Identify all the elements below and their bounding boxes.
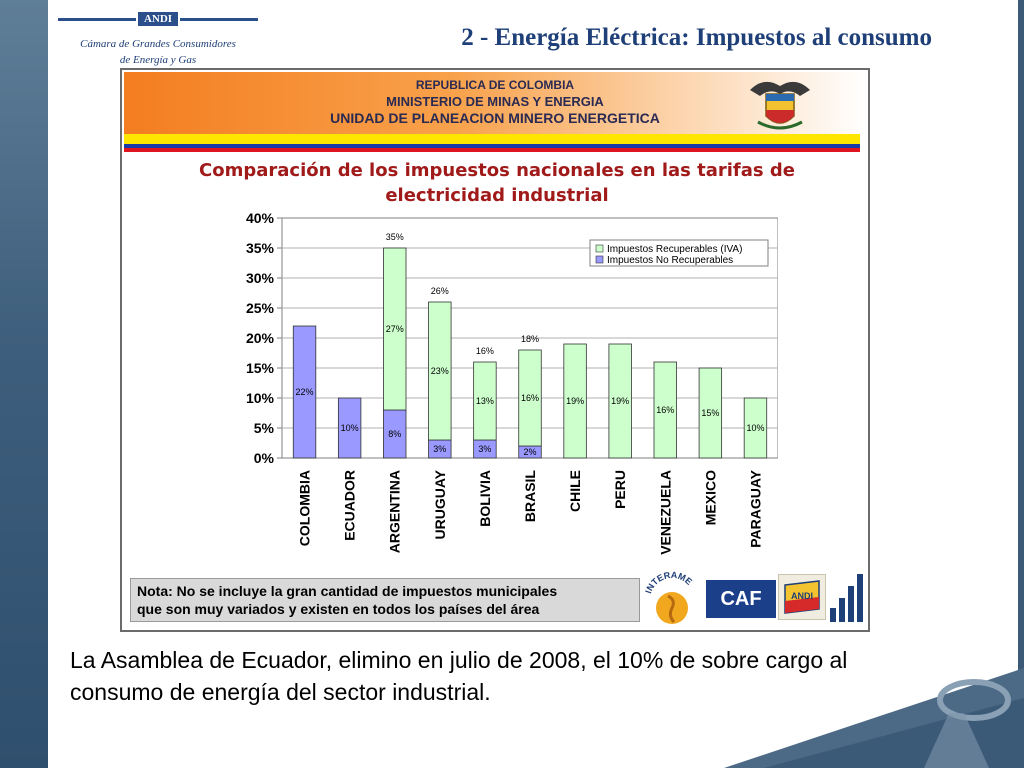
x-category-label: COLOMBIA	[297, 470, 313, 546]
ministry-header: REPUBLICA DE COLOMBIA MINISTERIO DE MINA…	[124, 72, 866, 134]
logo-brand: ANDI	[138, 12, 178, 26]
bar-data-label: 10%	[341, 423, 359, 433]
y-tick-label: 15%	[246, 360, 275, 376]
left-decorative-band	[0, 0, 48, 768]
note-line-2: que son muy variados y existen en todos …	[137, 601, 540, 617]
andi-small-logo: ANDI	[778, 574, 826, 620]
bar-data-label: 27%	[386, 324, 404, 334]
note-box: Nota: No se incluye la gran cantidad de …	[130, 578, 640, 622]
bar-data-label: 22%	[296, 387, 314, 397]
logo-tagline-2: de Energía y Gas	[119, 54, 197, 66]
bar-data-label: 23%	[431, 366, 449, 376]
chart-title: Comparación de los impuestos nacionales …	[199, 160, 795, 206]
bar-segment	[653, 361, 677, 459]
content-frame: REPUBLICA DE COLOMBIA MINISTERIO DE MINA…	[120, 68, 870, 632]
body-line-1: La Asamblea de Ecuador, elimino en julio…	[70, 647, 848, 673]
stacked-bar-chart: 0% 5% 10% 15% 20% 25% 30% 35% 40% 22% COLOMBIA 10% E…	[246, 210, 778, 555]
caf-logo: CAF	[706, 580, 776, 618]
x-category-label: BRASIL	[522, 470, 538, 523]
bar-segment	[337, 397, 362, 459]
x-category-label: ARGENTINA	[387, 470, 403, 553]
interame-logo-text: INTERAME	[643, 570, 694, 595]
svg-text:INTERAME: INTERAME	[643, 570, 694, 595]
logo-tagline-1: Cámara de Grandes Consumidores	[80, 38, 236, 50]
bar-data-label: 3%	[478, 444, 491, 454]
x-category-label: PERU	[612, 470, 628, 509]
flag-stripe-blue	[124, 144, 860, 148]
bar-segment	[743, 397, 768, 459]
bar-segment	[383, 247, 407, 411]
body-line-2: consumo de energía del sector industrial…	[70, 679, 491, 705]
legend-swatch	[595, 255, 604, 264]
y-tick-label: 5%	[254, 420, 275, 436]
bar-data-label: 13%	[476, 396, 494, 406]
legend-box	[589, 239, 769, 267]
coat-of-arms-icon	[750, 81, 810, 130]
bar-data-label: 8%	[388, 429, 401, 439]
bar-data-label: 19%	[566, 396, 584, 406]
logo-rule-right	[180, 18, 258, 21]
andi-logo: ANDI Cámara de Grandes Consumidores de E…	[58, 2, 258, 66]
bar-segment	[698, 367, 723, 459]
y-tick-label: 35%	[246, 240, 275, 256]
bar-data-label: 15%	[701, 408, 719, 418]
flag-stripe-red	[124, 148, 860, 152]
body-paragraph: La Asamblea de Ecuador, elimino en julio…	[70, 644, 970, 708]
y-tick-label: 30%	[246, 270, 275, 286]
y-tick-label: 20%	[246, 330, 275, 346]
bar-data-label: 19%	[611, 396, 629, 406]
bar-total-label: 26%	[431, 286, 449, 296]
interame-logo: INTERAME	[643, 570, 694, 624]
bar-segment	[518, 349, 542, 447]
logo-rule-left	[58, 18, 136, 21]
bar-segment	[428, 301, 452, 441]
header-line-2: MINISTERIO DE MINAS Y ENERGIA	[386, 94, 604, 109]
legend-swatch	[595, 244, 604, 253]
bar-data-label: 16%	[521, 393, 539, 403]
x-category-label: PARAGUAY	[747, 469, 763, 547]
header-line-3: UNIDAD DE PLANEACION MINERO ENERGETICA	[330, 110, 660, 126]
header-line-1: REPUBLICA DE COLOMBIA	[415, 78, 575, 92]
bars-logo-icon	[830, 574, 863, 622]
bar-total-label: 35%	[386, 232, 404, 242]
right-decorative-band	[1018, 0, 1024, 768]
bar-data-label: 3%	[433, 444, 446, 454]
x-category-label: CHILE	[567, 470, 583, 512]
note-line-1: Nota: No se incluye la gran cantidad de …	[137, 583, 558, 599]
x-category-label: VENEZUELA	[657, 470, 673, 555]
bar-segment	[292, 325, 317, 459]
y-tick-label: 40%	[246, 210, 275, 226]
x-category-label: URUGUAY	[432, 469, 448, 539]
y-tick-label: 25%	[246, 300, 275, 316]
x-category-label: BOLIVIA	[477, 470, 493, 527]
bar-data-label: 16%	[656, 405, 674, 415]
bar-segment	[608, 343, 632, 459]
andi-watermark-logo	[724, 668, 1024, 768]
y-tick-label: 10%	[246, 390, 275, 406]
andi-small-logo-text: ANDI	[791, 591, 813, 601]
bar-segment	[563, 343, 587, 459]
x-category-label: MEXICO	[702, 470, 718, 525]
bar-total-label: 18%	[521, 334, 539, 344]
bar-data-label: 2%	[523, 447, 536, 457]
y-tick-label: 0%	[254, 450, 275, 466]
legend-label: Impuestos No Recuperables	[607, 255, 733, 266]
flag-stripe-yellow	[124, 134, 860, 144]
slide-title: 2 - Energía Eléctrica: Impuestos al cons…	[461, 24, 932, 51]
legend-label: Impuestos Recuperables (IVA)	[607, 244, 742, 255]
x-category-label: ECUADOR	[342, 470, 358, 541]
bar-segment	[473, 361, 497, 441]
bar-data-label: 10%	[746, 423, 764, 433]
bar-total-label: 16%	[476, 346, 494, 356]
